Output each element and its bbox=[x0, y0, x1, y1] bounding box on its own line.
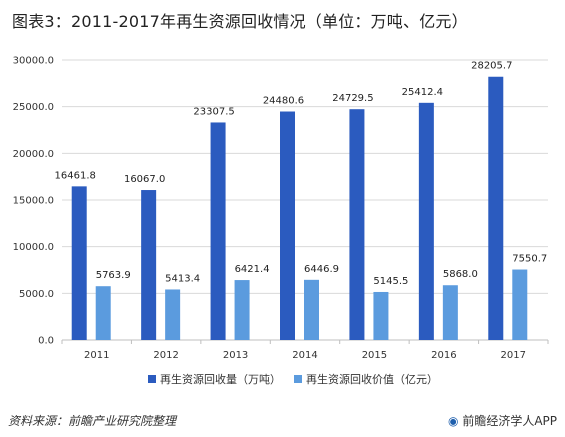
y-tick-label: 10000.0 bbox=[13, 242, 54, 253]
chart-title: 图表3：2011-2017年再生资源回收情况（单位：万吨、亿元） bbox=[12, 12, 468, 31]
brand-credit: ◉ 前瞻经济学人APP bbox=[448, 412, 557, 429]
data-label: 23307.5 bbox=[193, 106, 234, 117]
data-label: 16067.0 bbox=[124, 174, 165, 185]
y-tick-label: 20000.0 bbox=[13, 149, 54, 160]
bar-series-1 bbox=[141, 190, 157, 340]
legend: 再生资源回收量（万吨） 再生资源回收价值（亿元） bbox=[148, 372, 438, 386]
bar-series-2 bbox=[512, 269, 528, 340]
legend-label: 再生资源回收量（万吨） bbox=[160, 372, 281, 386]
data-label: 6446.9 bbox=[304, 264, 339, 275]
y-tick-label: 25000.0 bbox=[13, 102, 54, 113]
source-note: 资料来源：前瞻产业研究院整理 bbox=[8, 414, 177, 428]
bar-series-1 bbox=[349, 109, 365, 340]
data-label: 7550.7 bbox=[512, 254, 547, 265]
data-label: 24480.6 bbox=[263, 96, 304, 107]
data-label: 6421.4 bbox=[235, 264, 270, 275]
data-labels: 16461.8 5763.9 16067.0 5413.4 23307.5 6421.4 2… bbox=[55, 61, 548, 287]
data-label: 5413.4 bbox=[165, 273, 200, 284]
y-tick-label: 0.0 bbox=[38, 336, 54, 347]
data-label: 25412.4 bbox=[402, 87, 443, 98]
bar-series-1 bbox=[280, 111, 295, 340]
x-tick-label: 2012 bbox=[153, 350, 178, 361]
brand-logo-icon: ◉ bbox=[448, 414, 459, 428]
data-label: 5763.9 bbox=[96, 270, 131, 281]
bars bbox=[71, 76, 528, 341]
bar-series-2 bbox=[165, 289, 181, 340]
bar-series-1 bbox=[488, 76, 504, 341]
bar-series-1 bbox=[210, 122, 226, 340]
data-label: 24729.5 bbox=[332, 93, 373, 104]
legend-swatch bbox=[294, 375, 302, 383]
data-label: 5868.0 bbox=[443, 269, 478, 280]
x-tick-label: 2015 bbox=[362, 350, 387, 361]
bar-series-2 bbox=[234, 280, 250, 340]
x-tick-label: 2011 bbox=[84, 350, 109, 361]
x-tick-label: 2014 bbox=[292, 350, 317, 361]
data-label: 16461.8 bbox=[55, 170, 96, 181]
legend-label: 再生资源回收价值（亿元） bbox=[306, 372, 438, 386]
y-tick-label: 5000.0 bbox=[19, 289, 54, 300]
y-tick-label: 30000.0 bbox=[13, 56, 54, 67]
x-tick-label: 2016 bbox=[431, 350, 456, 361]
data-label: 5145.5 bbox=[373, 276, 408, 287]
brand-name: 前瞻经济学人APP bbox=[462, 414, 557, 428]
bar-series-1 bbox=[418, 102, 434, 340]
bar-series-2 bbox=[373, 291, 389, 340]
data-label: 28205.7 bbox=[471, 61, 512, 72]
bar-series-1 bbox=[71, 186, 87, 340]
y-tick-label: 15000.0 bbox=[13, 196, 54, 207]
x-tick-label: 2013 bbox=[223, 350, 248, 361]
legend-swatch bbox=[148, 375, 156, 383]
bar-series-2 bbox=[95, 286, 111, 340]
bar-series-2 bbox=[442, 285, 458, 340]
bar-series-2 bbox=[304, 279, 319, 340]
x-tick-label: 2017 bbox=[501, 350, 526, 361]
